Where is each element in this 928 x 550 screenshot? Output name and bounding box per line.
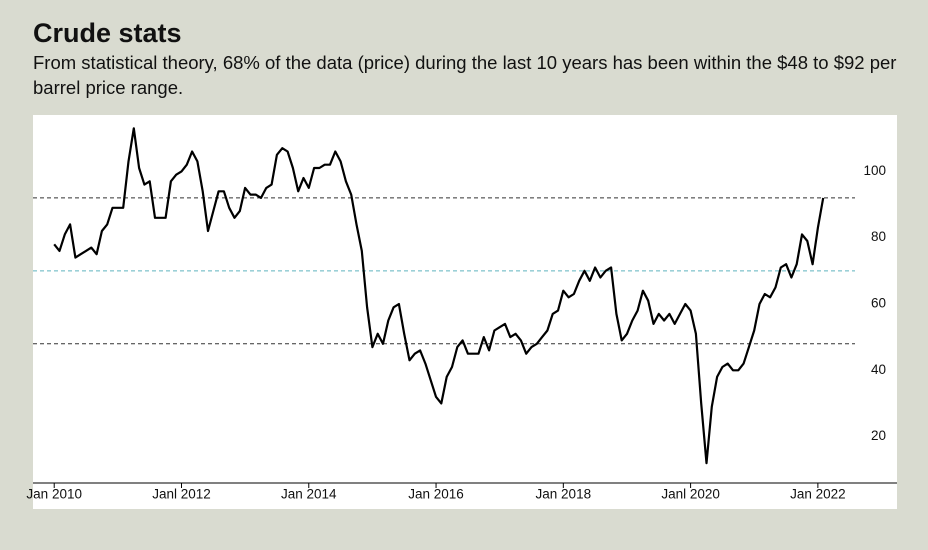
y-tick-label: 80: [871, 229, 886, 244]
y-tick-label: 40: [871, 362, 886, 377]
x-tick-label: Jan 2016: [408, 487, 464, 502]
x-tick-label: Jan 2018: [536, 487, 592, 502]
y-tick-label: 20: [871, 428, 886, 443]
y-tick-label: 100: [863, 163, 886, 178]
x-tick-label: Jan 2014: [281, 487, 337, 502]
chart-title: Crude stats: [33, 18, 182, 48]
x-tick-label: Jan 2022: [790, 487, 846, 502]
x-tick-label: Janl 2012: [152, 487, 211, 502]
x-tick-label: Janl 2020: [661, 487, 720, 502]
x-tick-label: Jan 2010: [26, 487, 82, 502]
price-line: [53, 127, 825, 465]
plot-panel: [33, 115, 897, 509]
y-tick-label: 60: [871, 296, 886, 311]
chart-subtitle: From statistical theory, 68% of the data…: [33, 52, 897, 98]
